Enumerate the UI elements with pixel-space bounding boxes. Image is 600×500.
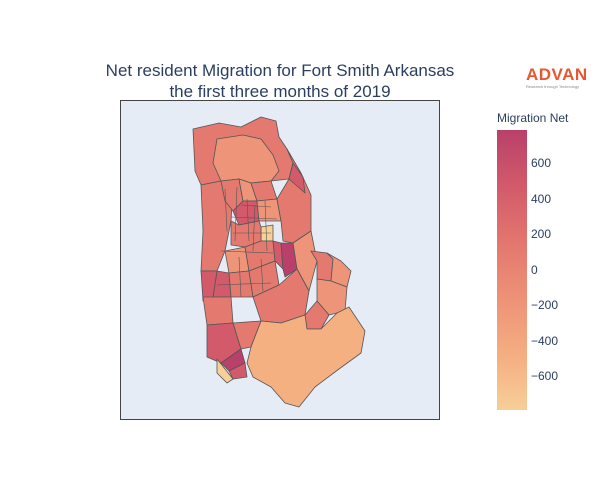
map-plot-area[interactable] <box>120 100 440 420</box>
colorbar-tick: −200 <box>531 298 559 312</box>
colorbar-title: Migration Net <box>497 111 569 125</box>
advan-logo: ADVAN Research through Technology <box>526 65 588 89</box>
district-southeast <box>246 306 366 408</box>
chart-title: Net resident Migration for Fort Smith Ar… <box>60 60 500 102</box>
district-high-gain <box>280 242 298 278</box>
colorbar-tick: 600 <box>531 156 552 170</box>
logo-tagline: Research through Technology <box>526 84 580 89</box>
district-east-mid <box>292 230 318 292</box>
choropleth-map <box>192 116 366 408</box>
colorbar-tick: −600 <box>531 369 559 383</box>
colorbar-tick: 400 <box>531 192 552 206</box>
colorbar-tick: 0 <box>531 263 538 277</box>
title-line-2: the first three months of 2019 <box>169 82 391 101</box>
district-southwest-7 <box>216 358 234 384</box>
colorbar-tick: −400 <box>531 334 559 348</box>
district-east-top <box>288 162 306 194</box>
logo-wordmark: ADVAN <box>526 65 588 84</box>
district-southwest-2 <box>202 296 234 326</box>
colorbar-tick: 200 <box>531 227 552 241</box>
colorbar <box>497 130 527 410</box>
title-line-1: Net resident Migration for Fort Smith Ar… <box>105 61 455 80</box>
district-southwest-6 <box>228 362 248 380</box>
